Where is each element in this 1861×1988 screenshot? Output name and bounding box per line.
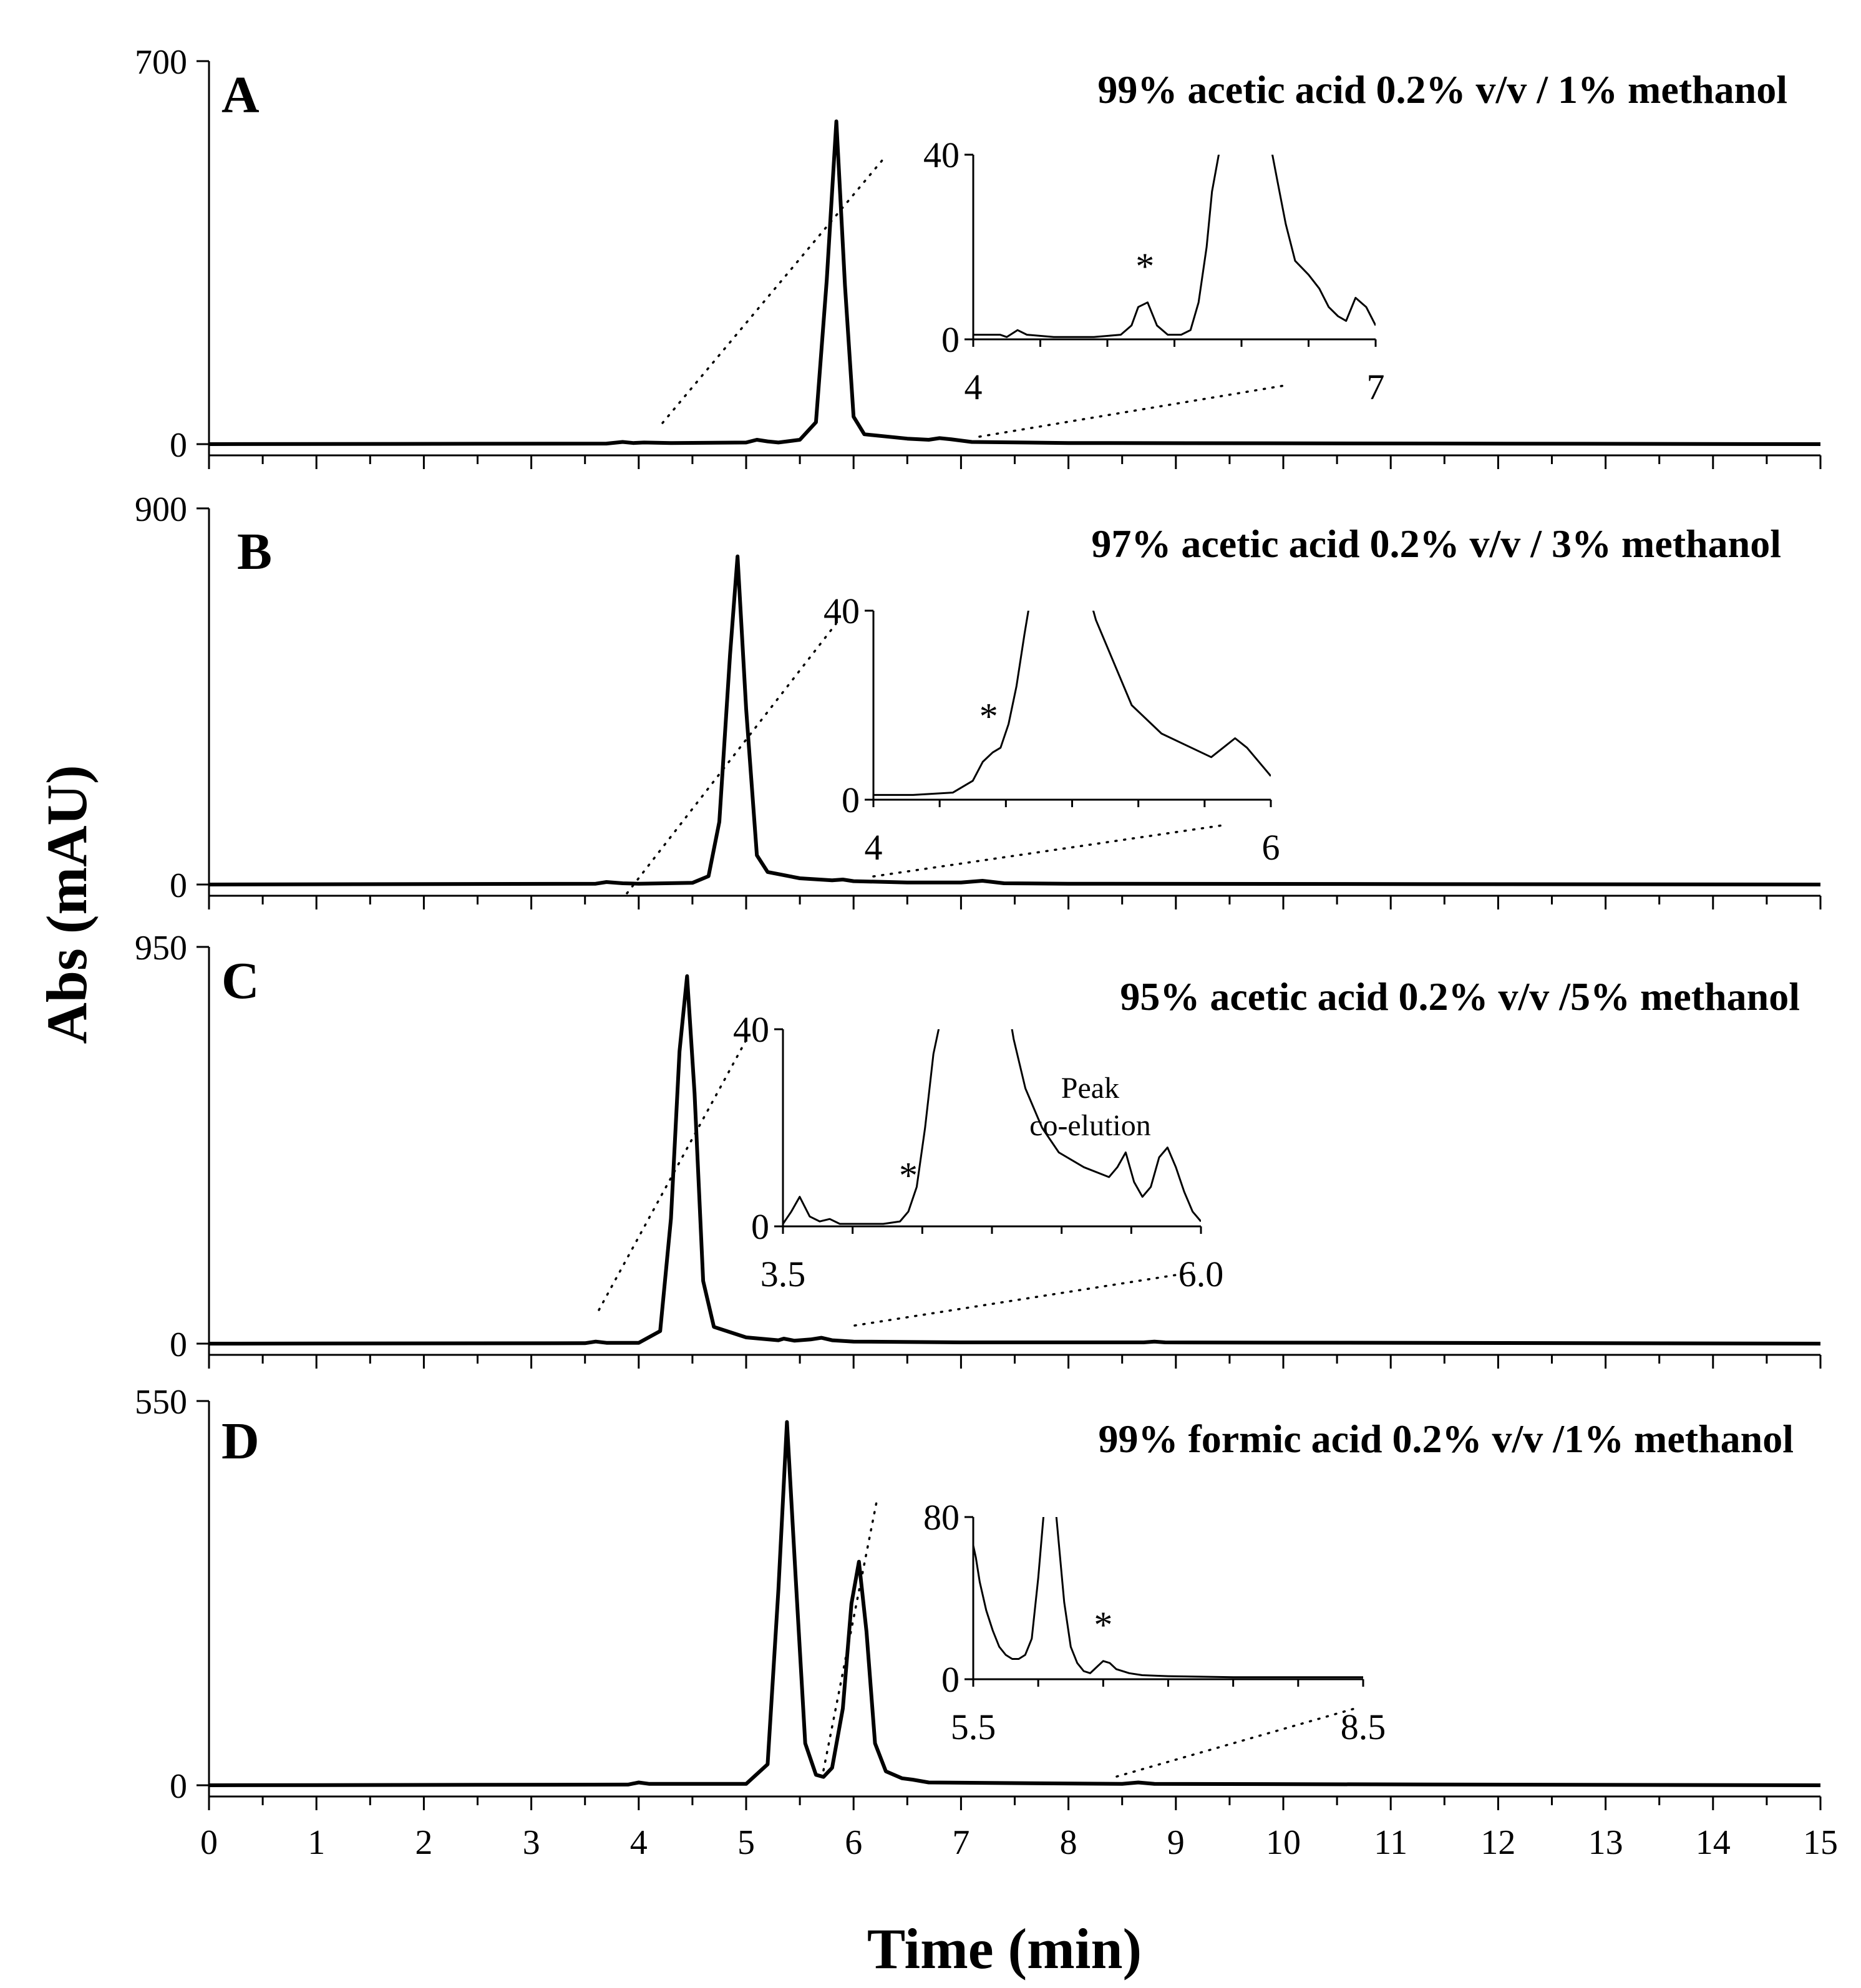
x-tick-label: 9	[1167, 1823, 1185, 1862]
x-tick-label: 14	[1696, 1823, 1731, 1862]
x-tick-label: 1	[308, 1823, 325, 1862]
x-tick-label: 5	[737, 1823, 755, 1862]
chromatogram-trace	[208, 974, 1821, 1346]
impurity-marker: *	[979, 696, 998, 737]
y-tick-label: 0	[170, 426, 187, 465]
inset-plot: 0 40 4 7 *	[923, 135, 1385, 407]
chromatogram-trace	[208, 555, 1821, 886]
condition-label: 95% acetic acid 0.2% v/v /5% methanol	[1120, 974, 1800, 1019]
y-tick-label: 700	[135, 43, 187, 82]
panel-a: 0 700 A 99% acetic acid 0.2% v/v / 1% metha…	[135, 43, 1822, 469]
inset-x-tick-label: 4	[865, 827, 883, 868]
inset-y-tick-label: 40	[824, 591, 860, 631]
inset-x-tick-label: 6	[1262, 827, 1280, 868]
y-tick-label: 950	[135, 929, 187, 967]
x-tick-label: 3	[523, 1823, 540, 1862]
inset-y-tick-label: 0	[941, 1659, 960, 1700]
impurity-marker: *	[1094, 1604, 1112, 1646]
y-tick-label: 0	[170, 866, 187, 905]
inset-y-tick-label: 0	[751, 1206, 769, 1247]
y-tick-label: 0	[170, 1767, 187, 1806]
inset-y-tick-label: 40	[733, 1009, 769, 1050]
impurity-marker: *	[899, 1155, 918, 1196]
y-tick-label: 550	[135, 1383, 187, 1422]
inset-background	[783, 1029, 1201, 1226]
inset-x-tick-label: 8.5	[1341, 1707, 1386, 1747]
x-tick-label: 8	[1060, 1823, 1077, 1862]
inset-trace	[973, 1517, 1363, 1679]
x-tick-label: 4	[630, 1823, 648, 1862]
inset-x-tick-label: 3.5	[760, 1254, 806, 1294]
inset-x-tick-label: 4	[965, 367, 983, 407]
inset-annotation-line2: co-elution	[1029, 1109, 1151, 1142]
chromatogram-trace	[208, 1420, 1821, 1787]
x-tick-label: 13	[1588, 1823, 1623, 1862]
condition-label: 99% acetic acid 0.2% v/v / 1% methanol	[1097, 67, 1787, 112]
zoom-leader-line	[978, 384, 1290, 438]
x-tick-label: 12	[1480, 1823, 1515, 1862]
x-axis-title: Time (min)	[867, 1917, 1142, 1981]
panel-letter: B	[237, 523, 272, 581]
inset-y-tick-label: 0	[941, 319, 960, 360]
panel-letter: D	[221, 1412, 260, 1470]
impurity-marker: *	[1135, 246, 1154, 287]
inset-annotation-line1: Peak	[1061, 1072, 1119, 1105]
inset-y-tick-label: 0	[842, 780, 860, 820]
inset-plot: 0 40 3.5 6.0 * Peak co-elution	[733, 1009, 1223, 1294]
inset-trace	[873, 611, 1271, 796]
panel-c: 0 950 C 95% acetic acid 0.2% v/v /5% methan…	[135, 929, 1822, 1369]
x-tick-label: 6	[845, 1823, 862, 1862]
inset-trace	[973, 155, 1376, 338]
inset-x-tick-label: 6.0	[1178, 1254, 1224, 1294]
x-tick-label: 0	[200, 1823, 218, 1862]
zoom-leader-line	[598, 1034, 750, 1311]
x-tick-label: 7	[952, 1823, 969, 1862]
condition-label: 99% formic acid 0.2% v/v /1% methanol	[1098, 1417, 1794, 1461]
zoom-leader-line	[661, 155, 887, 424]
panel-letter: A	[221, 66, 260, 124]
inset-x-tick-label: 7	[1367, 367, 1385, 407]
zoom-leader-line	[872, 824, 1224, 878]
inset-y-tick-label: 80	[923, 1497, 960, 1538]
panel-b: 0 900 B 97% acetic acid 0.2% v/v / 3% metha…	[135, 490, 1822, 909]
inset-y-tick-label: 40	[923, 135, 960, 175]
inset-background	[973, 1517, 1363, 1679]
x-tick-label: 15	[1803, 1823, 1838, 1862]
chromatogram-trace	[208, 119, 1821, 446]
x-tick-label: 2	[415, 1823, 432, 1862]
inset-x-tick-label: 5.5	[951, 1707, 996, 1747]
x-tick-label: 10	[1266, 1823, 1301, 1862]
x-tick-label: 11	[1374, 1823, 1407, 1862]
inset-trace	[783, 1029, 1201, 1225]
inset-plot: 0 80 5.5 8.5 *	[923, 1497, 1386, 1747]
inset-plot: 0 40 4 6 *	[824, 591, 1280, 868]
y-tick-label: 900	[135, 490, 187, 529]
inset-background	[873, 611, 1271, 800]
inset-background	[973, 155, 1376, 339]
condition-label: 97% acetic acid 0.2% v/v / 3% methanol	[1091, 521, 1781, 566]
y-tick-label: 0	[170, 1326, 187, 1364]
y-axis-title: Abs (mAU)	[35, 765, 99, 1044]
panel-letter: C	[221, 952, 260, 1010]
zoom-leader-line	[822, 1501, 878, 1772]
